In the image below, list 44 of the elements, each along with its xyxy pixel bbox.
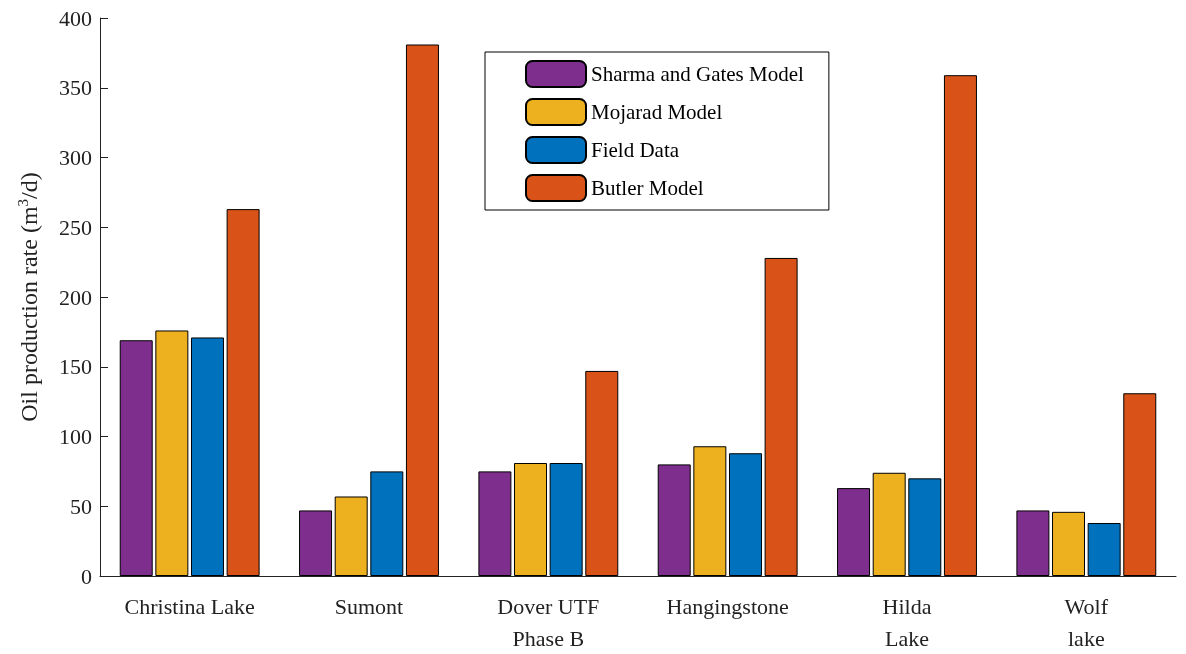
- y-tick-label: 0: [81, 563, 92, 589]
- x-tick-label: Dover UTF Phase B: [497, 593, 600, 651]
- bar: [155, 330, 189, 576]
- bar: [370, 471, 404, 576]
- bar: [728, 453, 762, 576]
- y-tick-label: 350: [59, 75, 92, 101]
- legend-label: Butler Model: [591, 176, 704, 200]
- y-tick-label: 400: [59, 5, 92, 31]
- bar: [943, 75, 977, 576]
- x-tick-label: Hilda Lake: [882, 593, 932, 651]
- bar: [837, 488, 871, 576]
- y-tick-label: 150: [59, 354, 92, 380]
- bar: [514, 463, 548, 576]
- y-axis-title: Oil production rate (m3/d): [14, 172, 42, 422]
- bar: [585, 370, 619, 576]
- bar: [908, 478, 942, 576]
- bar: [1123, 393, 1157, 576]
- legend-label: Sharma and Gates Model: [591, 62, 805, 86]
- x-tick-label: Hangingstone: [666, 593, 789, 619]
- legend-label: Mojarad Model: [591, 100, 723, 124]
- y-tick-label: 50: [70, 493, 92, 519]
- x-tick-label: Christina Lake: [124, 593, 255, 619]
- bar: [1052, 511, 1086, 576]
- bar: [1087, 522, 1121, 576]
- legend-label: Field Data: [591, 138, 680, 162]
- bar: [226, 209, 260, 576]
- bar: [657, 464, 691, 576]
- bar: [190, 337, 224, 576]
- bar: [549, 463, 583, 576]
- y-tick-label: 200: [59, 284, 92, 310]
- bar: [872, 472, 906, 576]
- bar: [119, 340, 153, 576]
- x-tick-label: Sumont: [334, 593, 404, 619]
- bar: [1016, 510, 1050, 576]
- y-tick-label: 250: [59, 214, 92, 240]
- bar: [478, 471, 512, 576]
- bar: [693, 446, 727, 576]
- y-tick-label: 300: [59, 145, 92, 170]
- bar: [764, 257, 798, 576]
- bar: [334, 496, 368, 576]
- x-tick-label: Wolf lake: [1064, 593, 1109, 651]
- bar: [299, 510, 333, 576]
- bar: [405, 44, 439, 576]
- y-tick-label: 100: [59, 424, 92, 449]
